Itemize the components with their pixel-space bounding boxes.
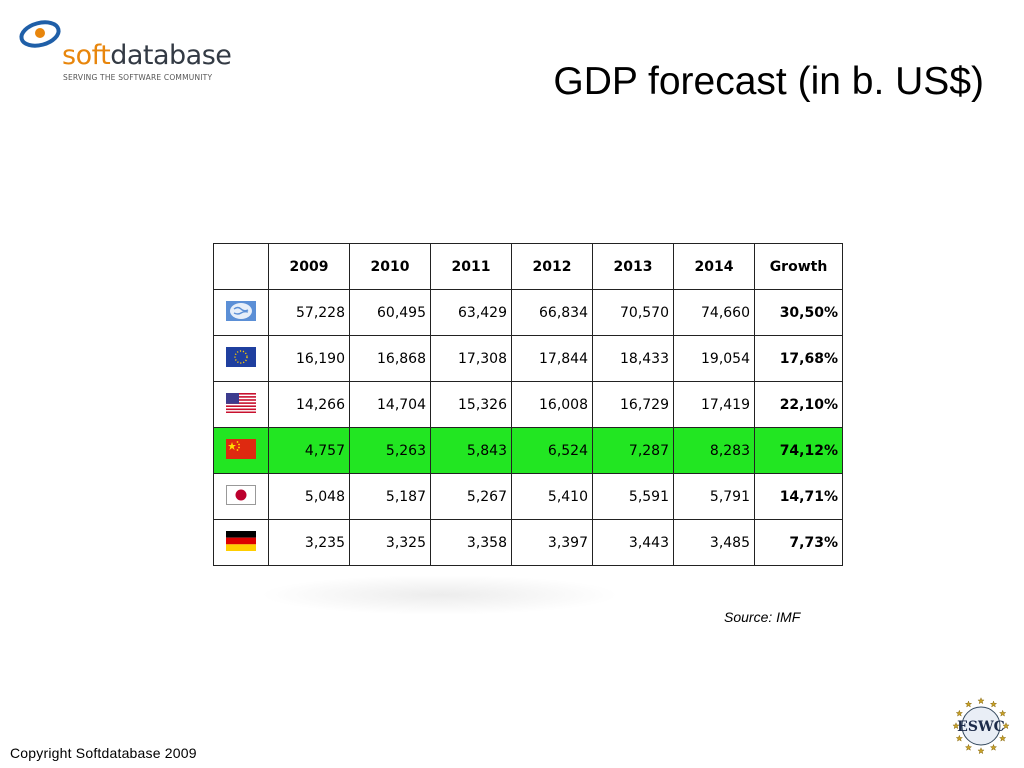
value-cell: 5,267 — [430, 473, 512, 520]
table-row: 3,235 3,325 3,358 3,397 3,443 3,485 7,73% — [213, 519, 843, 566]
badge-star-icon — [964, 700, 973, 708]
gdp-table: 2009 2010 2011 2012 2013 2014 Growth 57,… — [213, 243, 843, 566]
value-cell: 3,325 — [349, 519, 431, 566]
table-row: 4,757 5,263 5,843 6,524 7,287 8,283 74,12% — [213, 427, 843, 474]
badge-star-icon — [1002, 722, 1010, 730]
flag-cell — [213, 427, 269, 474]
softdatabase-logo: softdatabase SERVING THE SOFTWARE COMMUN… — [18, 16, 238, 86]
flag-cell — [213, 381, 269, 428]
growth-cell: 74,12% — [754, 427, 843, 474]
logo-orbit-icon — [19, 20, 61, 48]
badge-star-icon — [952, 722, 960, 730]
value-cell: 6,524 — [511, 427, 593, 474]
value-cell: 5,048 — [268, 473, 350, 520]
value-cell: 5,843 — [430, 427, 512, 474]
value-cell: 3,235 — [268, 519, 350, 566]
value-cell: 16,008 — [511, 381, 593, 428]
value-cell: 7,287 — [592, 427, 674, 474]
header-2009: 2009 — [268, 243, 350, 290]
copyright-footer: Copyright Softdatabase 2009 — [10, 745, 197, 761]
badge-star-icon — [964, 743, 973, 751]
table-row: 16,190 16,868 17,308 17,844 18,433 19,054 17,6… — [213, 335, 843, 382]
value-cell: 17,844 — [511, 335, 593, 382]
badge-star-icon — [977, 747, 985, 755]
value-cell: 19,054 — [673, 335, 755, 382]
value-cell: 66,834 — [511, 289, 593, 336]
value-cell: 4,757 — [268, 427, 350, 474]
value-cell: 18,433 — [592, 335, 674, 382]
value-cell: 17,419 — [673, 381, 755, 428]
germany-flag-icon — [226, 530, 256, 555]
header-growth: Growth — [754, 243, 843, 290]
china-flag-icon — [226, 438, 256, 463]
logo-wordmark: softdatabase — [62, 40, 232, 71]
value-cell: 8,283 — [673, 427, 755, 474]
badge-star-icon — [998, 734, 1007, 742]
value-cell: 63,429 — [430, 289, 512, 336]
growth-cell: 14,71% — [754, 473, 843, 520]
flag-cell — [213, 519, 269, 566]
value-cell: 17,308 — [430, 335, 512, 382]
badge-star-icon — [955, 734, 964, 742]
header-2012: 2012 — [511, 243, 593, 290]
value-cell: 16,190 — [268, 335, 350, 382]
header-flag-cell — [213, 243, 269, 290]
value-cell: 3,485 — [673, 519, 755, 566]
flag-cell — [213, 289, 269, 336]
value-cell: 15,326 — [430, 381, 512, 428]
usa-flag-icon — [226, 392, 256, 417]
table-row: 5,048 5,187 5,267 5,410 5,591 5,791 14,71% — [213, 473, 843, 520]
value-cell: 74,660 — [673, 289, 755, 336]
value-cell: 3,443 — [592, 519, 674, 566]
value-cell: 5,187 — [349, 473, 431, 520]
value-cell: 14,266 — [268, 381, 350, 428]
flag-cell — [213, 335, 269, 382]
eswc-badge-icon: ESWC — [952, 697, 1010, 755]
eu-flag-icon — [226, 346, 256, 371]
value-cell: 3,358 — [430, 519, 512, 566]
header-2010: 2010 — [349, 243, 431, 290]
value-cell: 5,263 — [349, 427, 431, 474]
growth-cell: 22,10% — [754, 381, 843, 428]
growth-cell: 7,73% — [754, 519, 843, 566]
value-cell: 14,704 — [349, 381, 431, 428]
source-note: Source: IMF — [724, 609, 801, 625]
value-cell: 16,729 — [592, 381, 674, 428]
header-row: 2009 2010 2011 2012 2013 2014 Growth — [213, 243, 843, 290]
eswc-badge-text: ESWC — [957, 719, 1005, 735]
value-cell: 57,228 — [268, 289, 350, 336]
badge-star-icon — [989, 743, 998, 751]
header-2013: 2013 — [592, 243, 674, 290]
value-cell: 5,791 — [673, 473, 755, 520]
badge-star-icon — [989, 700, 998, 708]
badge-star-icon — [998, 709, 1007, 717]
badge-star-icon — [955, 709, 964, 717]
value-cell: 16,868 — [349, 335, 431, 382]
header-2011: 2011 — [430, 243, 512, 290]
logo-tagline: SERVING THE SOFTWARE COMMUNITY — [63, 73, 213, 82]
table-row: 14,266 14,704 15,326 16,008 16,729 17,419 22,1… — [213, 381, 843, 428]
growth-cell: 30,50% — [754, 289, 843, 336]
world-flag-icon — [226, 300, 256, 325]
slide-title: GDP forecast (in b. US$) — [553, 60, 984, 103]
value-cell: 5,591 — [592, 473, 674, 520]
gdp-table-container: 2009 2010 2011 2012 2013 2014 Growth 57,… — [213, 243, 843, 566]
flag-cell — [213, 473, 269, 520]
japan-flag-icon — [226, 484, 256, 509]
growth-cell: 17,68% — [754, 335, 843, 382]
value-cell: 60,495 — [349, 289, 431, 336]
value-cell: 3,397 — [511, 519, 593, 566]
table-shadow — [260, 575, 620, 615]
badge-star-icon — [977, 697, 985, 705]
header-2014: 2014 — [673, 243, 755, 290]
value-cell: 70,570 — [592, 289, 674, 336]
value-cell: 5,410 — [511, 473, 593, 520]
table-row: 57,228 60,495 63,429 66,834 70,570 74,660 30,5… — [213, 289, 843, 336]
